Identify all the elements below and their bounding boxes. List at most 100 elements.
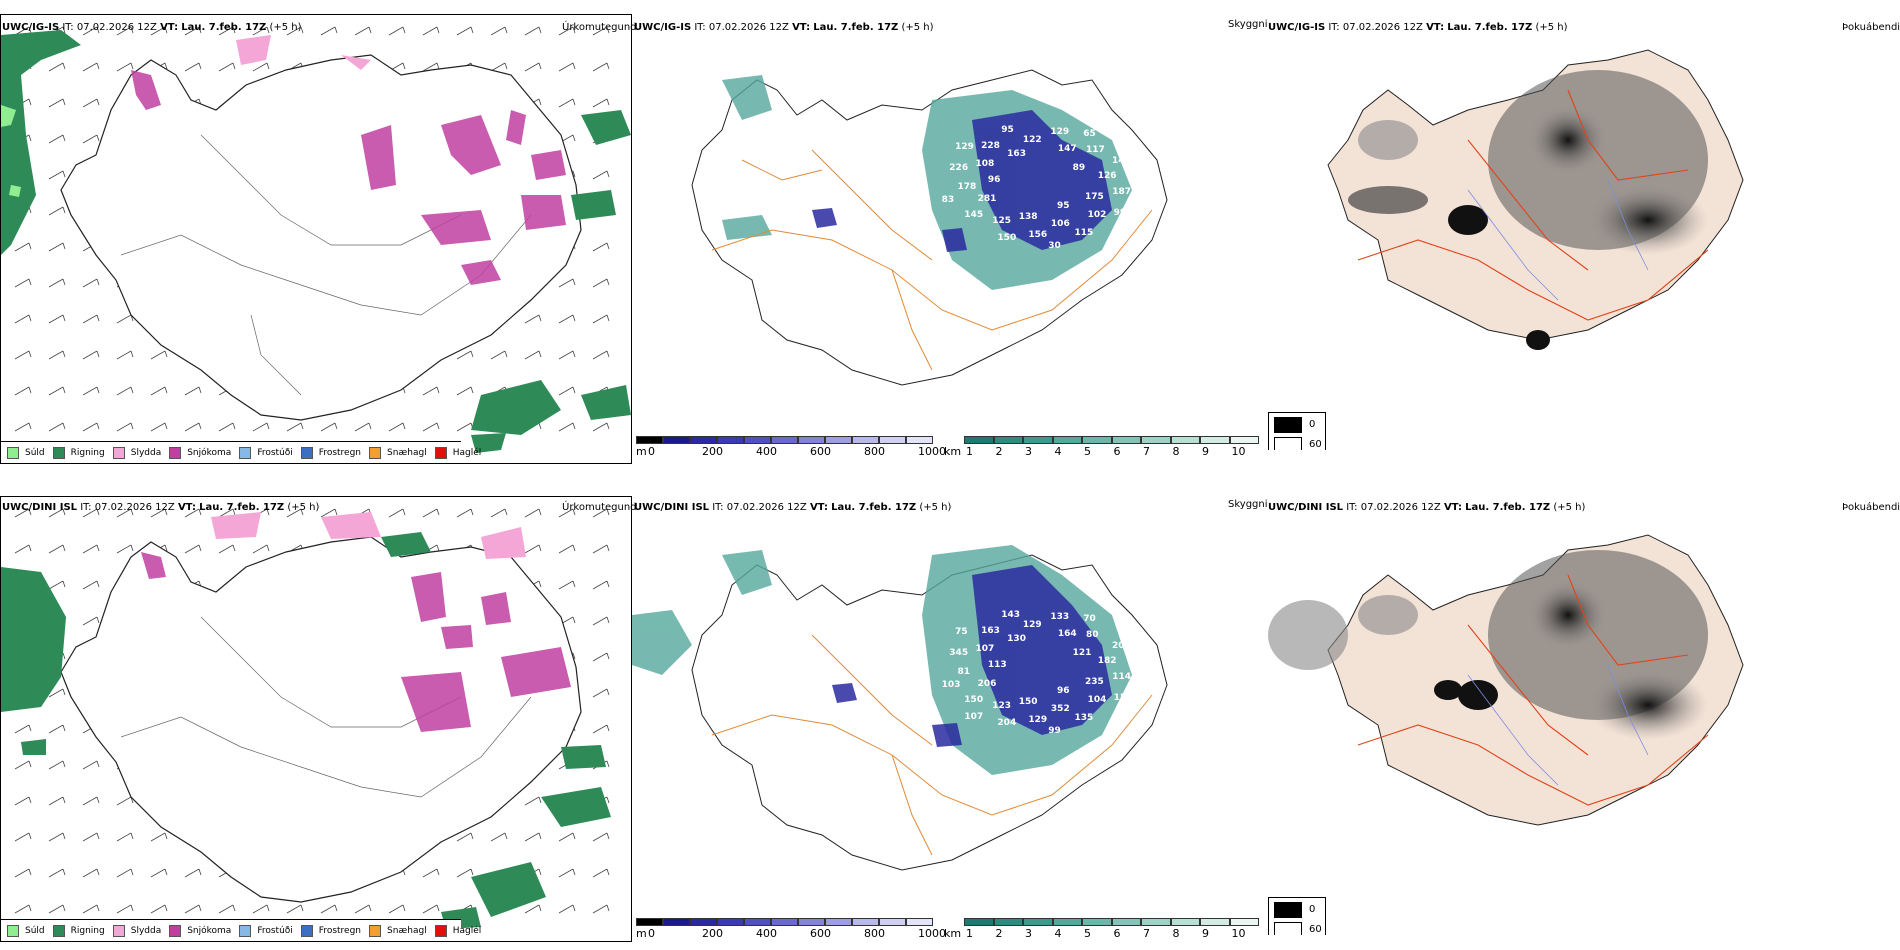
- legend-swatch: [239, 446, 252, 459]
- colorbar-segment: [852, 918, 879, 926]
- visibility-value: 187: [1112, 186, 1132, 197]
- visibility-value: 235: [1084, 677, 1104, 688]
- wind-barb: [48, 386, 66, 396]
- wind-barb: [252, 26, 270, 36]
- wind-barb: [116, 508, 134, 518]
- wind-barb: [592, 62, 610, 72]
- visibility-value: 206: [977, 679, 997, 690]
- visibility-value: 262: [672, 685, 691, 695]
- visibility-value: 175: [1084, 192, 1104, 203]
- wind-barb: [592, 422, 610, 432]
- visibility-value: 132: [1130, 659, 1149, 670]
- wind-barb: [422, 62, 440, 72]
- colorbar-segment: [717, 918, 744, 926]
- wind-barb: [48, 134, 66, 144]
- visibility-value: 178: [957, 181, 977, 192]
- precip-panel-bottom: Súld Rigning Slydda Snjókoma Frostúði Fr…: [0, 496, 632, 942]
- visibility-header-top: UWC/IG-IS IT: 07.02.2026 12Z VT: Lau. 7.…: [634, 22, 934, 33]
- visibility-value: 156: [1028, 229, 1048, 240]
- wind-barb: [82, 580, 100, 590]
- fog-legend-bottom: 0 60: [1268, 897, 1326, 935]
- fog-swatch: [1274, 417, 1302, 433]
- wind-barb: [184, 868, 202, 878]
- wind-barb: [456, 26, 474, 36]
- colorbar-tick: 7: [1143, 445, 1150, 458]
- wind-barb: [48, 760, 66, 770]
- colorbar-segment: [1023, 918, 1053, 926]
- wind-barb: [592, 652, 610, 662]
- wind-barb: [116, 26, 134, 36]
- wind-barb: [82, 134, 100, 144]
- fog-map-top: [1327, 49, 1744, 350]
- sleet-areas: [211, 512, 526, 559]
- wind-barb: [558, 314, 576, 324]
- wind-barb: [558, 508, 576, 518]
- colorbar-tick: 0: [648, 927, 655, 940]
- sleet-areas: [236, 35, 371, 70]
- wind-barb: [218, 508, 236, 518]
- wind-barb: [490, 62, 508, 72]
- visibility-value: 208: [1112, 641, 1131, 652]
- visibility-value: 182: [1097, 655, 1117, 666]
- visibility-value: 163: [1007, 149, 1026, 160]
- colorbar-tick: 5: [1084, 445, 1091, 458]
- visibility-map-top: [691, 69, 1168, 386]
- wind-barb: [490, 26, 508, 36]
- fog-swatch: [1274, 902, 1302, 918]
- legend-item: Haglél: [434, 924, 481, 937]
- visibility-value: 89: [1072, 163, 1086, 174]
- wind-barb: [252, 422, 270, 432]
- wind-barb: [592, 98, 610, 108]
- visibility-header-bottom: UWC/DINI ISL IT: 07.02.2026 12Z VT: Lau.…: [634, 502, 952, 513]
- wind-barb: [14, 724, 32, 734]
- fog-legend-top: 0 60: [1268, 412, 1326, 450]
- wind-barb: [116, 422, 134, 432]
- wind-barb: [524, 832, 542, 842]
- wind-barb: [82, 26, 100, 36]
- colorbar-segment: [1141, 436, 1171, 444]
- legend-item: Frostúði: [239, 924, 293, 937]
- colorbar-segment: [744, 436, 771, 444]
- wind-barb: [184, 26, 202, 36]
- wind-barb: [354, 422, 372, 432]
- wind-barb: [48, 724, 66, 734]
- rivers: [1467, 664, 1649, 786]
- wind-barb: [82, 904, 100, 914]
- wind-barb: [422, 508, 440, 518]
- visibility-value: 96: [1056, 685, 1070, 696]
- colorbar-tick: 600: [810, 445, 831, 458]
- wind-barb: [48, 62, 66, 72]
- visibility-value: 226: [949, 163, 969, 174]
- wind-barb: [592, 350, 610, 360]
- visibility-value: 99: [1113, 207, 1127, 218]
- visibility-value: 107: [975, 643, 995, 654]
- legend-item: Frostregn: [300, 924, 361, 937]
- visibility-value: 125: [992, 216, 1011, 227]
- colorbar-tick: 800: [864, 445, 885, 458]
- wind-barb: [252, 62, 270, 72]
- colorbar-tick: 6: [1113, 445, 1121, 458]
- colorbar-tick: 600: [810, 927, 831, 940]
- wind-barb: [48, 544, 66, 554]
- wind-barb: [150, 508, 168, 518]
- wind-barb: [524, 26, 542, 36]
- wind-barb: [82, 616, 100, 626]
- wind-barb: [14, 760, 32, 770]
- legend-item: Haglél: [434, 446, 481, 459]
- height-colorbar-top: m 0 200 400 600 800 1000: [636, 436, 946, 460]
- colorbar-segment: [1111, 918, 1141, 926]
- wind-barb: [218, 544, 236, 554]
- visibility-value: 119: [772, 220, 791, 230]
- precip-legend-top: Súld Rigning Slydda Snjókoma Frostúði Fr…: [1, 441, 481, 463]
- wind-barb: [558, 832, 576, 842]
- visibility-value: 123: [992, 701, 1011, 712]
- fog-header-bottom: UWC/DINI ISL IT: 07.02.2026 12Z VT: Lau.…: [1268, 502, 1586, 513]
- precip-header-bottom: UWC/DINI ISL IT: 07.02.2026 12Z VT: Lau.…: [2, 502, 320, 513]
- visibility-value: 113: [987, 659, 1007, 670]
- precip-title-top: Úrkomutegund: [562, 22, 637, 33]
- wind-barb: [286, 26, 304, 36]
- colorbar-tick: 8: [1172, 445, 1180, 458]
- colorbar-segment: [798, 918, 825, 926]
- legend-item: Frostúði: [239, 446, 293, 459]
- wind-barb: [592, 278, 610, 288]
